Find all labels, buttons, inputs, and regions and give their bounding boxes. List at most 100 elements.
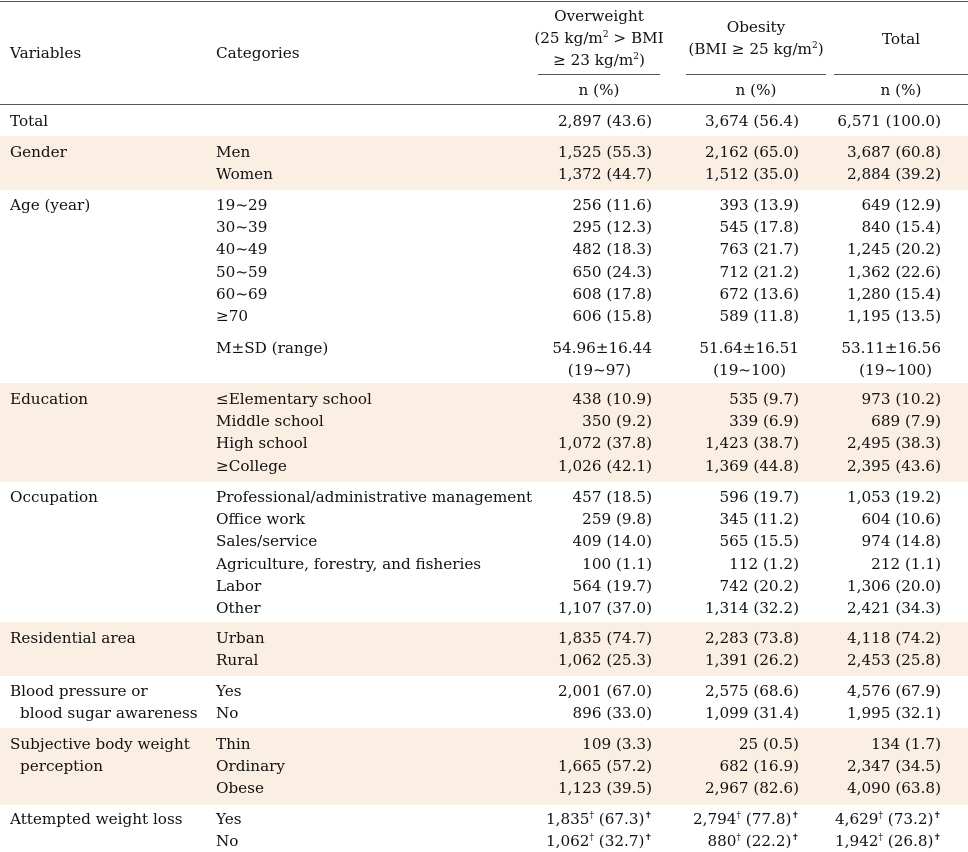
cell-overweight: 1,072 (37.8) [558,434,652,453]
cell-part: (77.8) [740,810,792,828]
ow-l3-sup: 2 [633,52,639,62]
category-label: Labor [216,576,262,595]
ow-l2-rest: > BMI [608,29,664,47]
variable-label: Blood pressure or [10,682,148,700]
cell-overweight: 608 (17.8) [572,284,652,303]
header-overweight-line2: (25 kg/m2 > BMI [528,27,670,49]
ob-l2-sup: 2 [811,41,818,51]
cell-total: 1,306 (20.0) [847,576,941,595]
category-label: 60~69 [216,284,268,303]
cell-obesity: 742 (20.2) [719,576,799,595]
cell-overweight: 350 (9.2) [582,412,652,431]
cell-overweight: 1,665 (57.2) [558,757,652,776]
cell-total: 973 (10.2) [861,390,941,408]
variable-label: Gender [10,143,67,161]
cell-total: 604 (10.6) [861,510,941,529]
cell-overweight: 564 (19.7) [572,576,652,595]
subrule-total [834,74,968,75]
cell-part: (67.3) [593,810,645,828]
cell-obesity: 25 (0.5) [738,735,799,753]
header-total: Total [881,30,921,48]
cell-total: 1,280 (15.4) [847,284,941,303]
cell-total: 4,090 (63.8) [847,779,941,798]
cell-obesity: 1,369 (44.8) [705,456,799,475]
cell-part: 2,794 [692,810,737,828]
cell-obesity: 51.64±16.51 [699,339,799,358]
cell-part: 1,062 [545,832,590,851]
cell-obesity: 2,283 (73.8) [705,629,799,647]
cell-obesity: 535 (9.7) [729,390,799,408]
cell-total: 1,195 (13.5) [847,307,941,325]
cell-total: 1,053 (19.2) [847,488,941,506]
cell-obesity: 672 (13.6) [719,284,799,303]
cell-ow: 1,835† (67.3)✝ [546,808,652,830]
category-label: 50~59 [216,262,268,281]
category-label: Thin [216,735,251,753]
variable-label: Subjective body weight [10,735,190,753]
cell-total: 2,421 (34.3) [847,599,941,617]
cell-overweight: 1,107 (37.0) [558,599,652,617]
cell-overweight: 2,897 (43.6) [558,112,652,130]
cell-part: (22.2) [740,832,792,851]
subrule-obesity [686,74,826,75]
header-obesity: Obesity [726,18,786,36]
cell-part: † [736,833,741,844]
shaded-band [0,622,968,677]
shaded-band [0,728,968,805]
variable-label: Residential area [10,629,136,647]
category-label: Obese [216,779,264,798]
unit-overweight: n (%) [578,81,620,99]
cell-obesity: 1,512 (35.0) [705,165,799,184]
cell-overweight: 1,026 (42.1) [558,456,652,475]
cell-obesity: 1,423 (38.7) [705,434,799,453]
category-label: High school [216,434,308,453]
cell-total: 1,995 (32.1) [847,704,941,723]
cell-part: (32.7) [593,832,645,851]
ow-l3-text: ≥ 23 kg/m [553,51,634,69]
category-label: Yes [216,810,242,828]
top-rule [0,1,968,2]
cell-part: 4,629 [834,810,879,828]
cell-overweight: 295 (12.3) [572,218,652,237]
category-label: Sales/service [216,532,318,551]
cell-overweight: 482 (18.3) [572,240,652,259]
cell-overweight: 457 (18.5) [572,488,652,506]
cell-total: 134 (1.7) [871,735,941,753]
variable-label: perception [20,757,104,776]
cell-total: 1,245 (20.2) [847,240,941,259]
cell-obesity: 345 (11.2) [719,510,799,529]
cell-overweight: 109 (3.3) [582,735,652,753]
category-label: Other [216,599,261,617]
ow-l2-sup: 2 [602,30,609,40]
cell-overweight: 606 (15.8) [572,307,652,325]
cell-obesity: 545 (17.8) [719,218,799,237]
ow-l2-text: (25 kg/m [534,29,603,47]
cell-overweight: 650 (24.3) [572,262,652,281]
cell-overweight: 256 (11.6) [572,196,652,214]
cell-obesity: 1,391 (26.2) [705,651,799,670]
cell-overweight: 438 (10.9) [572,390,652,408]
cell-part: 1,942 [834,832,879,851]
cell-part: † [589,811,594,821]
cell-ow: 1,062† (32.7)✝ [546,830,652,852]
variable-label: Occupation [10,488,98,506]
cell-total: 4,118 (74.2) [847,629,941,647]
cell-total: 4,576 (67.9) [847,682,941,700]
category-label: ≥College [216,456,287,475]
cell-part: (73.2) [882,810,934,828]
cell-obesity: 2,967 (82.6) [705,779,799,798]
category-label: Agriculture, forestry, and fisheries [216,554,482,573]
shaded-band [0,136,968,191]
cell-obesity: 763 (21.7) [719,240,799,259]
unit-obesity: n (%) [735,81,777,99]
cell-part: ✝ [791,811,799,821]
ob-l2-rest: ) [817,40,824,58]
cell-total: 2,453 (25.8) [847,651,941,670]
category-label: ≤Elementary school [216,390,372,408]
cell-overweight: 54.96±16.44 [552,339,652,358]
cell-obesity: 2,162 (65.0) [705,143,799,161]
cell-part: ✝ [644,811,652,821]
cell-total: 2,395 (43.6) [847,456,941,475]
category-label: Women [216,165,273,184]
